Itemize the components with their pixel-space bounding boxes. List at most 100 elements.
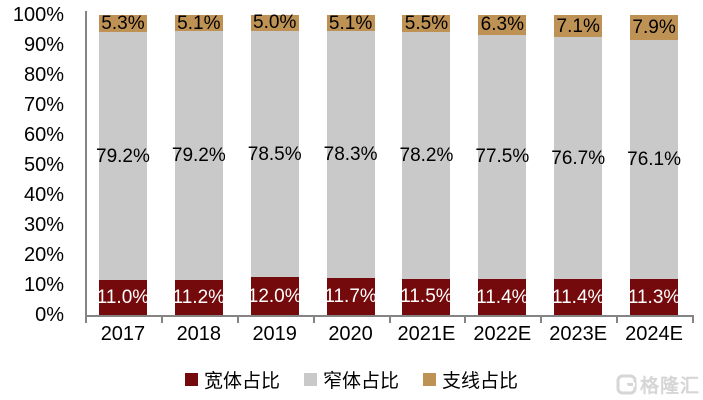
bar-segment-label: 5.3% [101,12,145,34]
stacked-bar: 5.0% 78.5% 12.0% [247,12,302,315]
y-tick-label: 70% [23,94,64,116]
bar-segment: 12.0% [248,277,302,315]
y-tick-label: 50% [23,154,64,176]
bar-slot: 5.0% 78.5% 12.0% [237,12,313,315]
bar-slot: 7.9% 76.1% 11.3% [616,15,692,315]
x-axis-tick [540,315,543,323]
bar-segment-label: 79.2% [171,144,226,166]
gelonghui-logo-icon [616,374,637,395]
bar-segment: 79.2% [96,31,150,281]
bar-segment: 11.4% [551,279,605,315]
bar-segment-label: 5.1% [328,12,373,34]
bar-segment: 7.9% [630,15,679,40]
bar-slot: 5.5% 78.2% 11.5% [389,14,465,315]
bar-segment-label: 11.4% [551,286,605,308]
bar-segment: 77.5% [475,34,530,280]
bar-segment: 76.7% [551,37,606,280]
bar-segment: 11.2% [172,279,226,315]
bar-segment: 78.3% [323,31,378,279]
watermark: 格隆汇 [616,371,700,398]
plot-area: 5.3% 79.2% 11.0% 5.1% 79.2% 11.2% 5.0% 78.5% 12.… [85,12,692,315]
bar-segment-label: 78.5% [247,143,302,165]
bar-segment: 11.0% [96,280,150,315]
bar-segment: 78.5% [247,30,302,278]
y-tick-label: 30% [23,214,64,236]
legend-swatch [303,373,317,386]
legend-swatch [184,373,198,386]
bar-segment-label: 11.0% [96,287,150,309]
bar-segment: 11.4% [476,279,529,315]
bar-segment-label: 6.3% [480,14,524,36]
y-tick-label: 90% [23,34,64,56]
bar-segment-label: 5.0% [253,12,297,34]
x-tick-label: 2018 [176,323,222,345]
x-tick-label: 2022E [473,323,532,345]
bar-segment: 7.1% [554,15,603,38]
x-axis-tick [388,315,391,323]
x-axis-tick [236,315,239,323]
x-tick-label: 2024E [625,323,683,345]
bar-segment: 5.5% [402,14,451,33]
x-tick-label: 2020 [328,323,373,345]
bar-slot: 5.1% 78.3% 11.7% [313,12,389,315]
y-tick-label: 40% [23,184,64,206]
y-tick-label: 60% [23,124,64,146]
bar-segment-label: 11.2% [172,286,226,308]
bar-slot: 5.3% 79.2% 11.0% [85,12,161,315]
bar-segment-label: 11.5% [400,286,453,308]
bar-slot: 6.3% 77.5% 11.4% [464,15,540,315]
bar-segment: 5.1% [326,12,375,34]
bar-segment-label: 78.2% [399,145,454,167]
y-tick-label: 0% [35,304,64,326]
legend: 宽体占比 窄体占比 支线占比 [0,366,703,393]
bar-segment-label: 76.1% [627,149,681,171]
bar-segment: 5.0% [250,12,299,34]
bar-segment: 11.7% [324,278,377,315]
stacked-bar: 5.3% 79.2% 11.0% [96,12,150,315]
legend-item: 窄体占比 [303,366,399,393]
legend-swatch [423,373,436,386]
bar-segment-label: 11.7% [324,286,377,308]
x-axis-tick [160,315,163,323]
x-axis-tick [312,315,315,323]
legend-item: 宽体占比 [184,366,280,393]
bar-segment-label: 77.5% [475,146,530,168]
stacked-bar: 7.9% 76.1% 11.3% [627,15,681,315]
bar-segment-label: 79.2% [96,145,150,167]
bar-segment: 5.1% [174,14,223,33]
y-axis: 100% 90% 80% 70% 60% 50% 40% 30% 20% 10% 0% [0,4,64,326]
bar-segment: 78.2% [400,32,453,279]
bar-segment-label: 7.1% [556,15,600,37]
bar-segment: 79.2% [171,31,226,280]
legend-label: 支线占比 [442,371,519,392]
x-tick-label: 2019 [252,323,297,345]
stacked-bar: 5.1% 79.2% 11.2% [171,14,226,315]
bar-segment-label: 78.3% [323,144,378,166]
bar-segment-label: 7.9% [632,16,676,38]
bar-segment-label: 11.4% [476,286,529,308]
bar-segment: 11.5% [400,278,453,315]
legend-item: 支线占比 [423,366,518,393]
stacked-bar: 6.3% 77.5% 11.4% [475,14,530,315]
bar-segment: 76.1% [627,39,681,280]
x-axis-labels: 2017 2018 2019 2020 2021E 2022E 2023E 2024E [85,323,692,346]
x-axis-tick [464,315,467,323]
stacked-bar: 5.1% 78.3% 11.7% [323,12,378,315]
y-tick-label: 10% [23,274,64,296]
bar-slot: 5.1% 79.2% 11.2% [161,14,237,315]
stacked-bar: 7.1% 76.7% 11.4% [551,15,606,315]
bar-slot: 7.1% 76.7% 11.4% [540,15,616,315]
bar-segment-label: 76.7% [551,147,606,169]
bar-segment: 6.3% [478,14,527,36]
y-axis-line [85,11,87,316]
bar-segment-label: 11.3% [627,286,681,308]
x-axis-tick [616,315,619,323]
x-tick-label: 2017 [100,323,146,345]
y-tick-label: 20% [23,244,64,266]
stacked-bar: 5.5% 78.2% 11.5% [400,14,453,315]
bar-segment: 11.3% [627,279,681,315]
legend-label: 宽体占比 [203,371,280,392]
legend-label: 窄体占比 [322,371,399,392]
y-tick-label: 80% [23,64,64,86]
